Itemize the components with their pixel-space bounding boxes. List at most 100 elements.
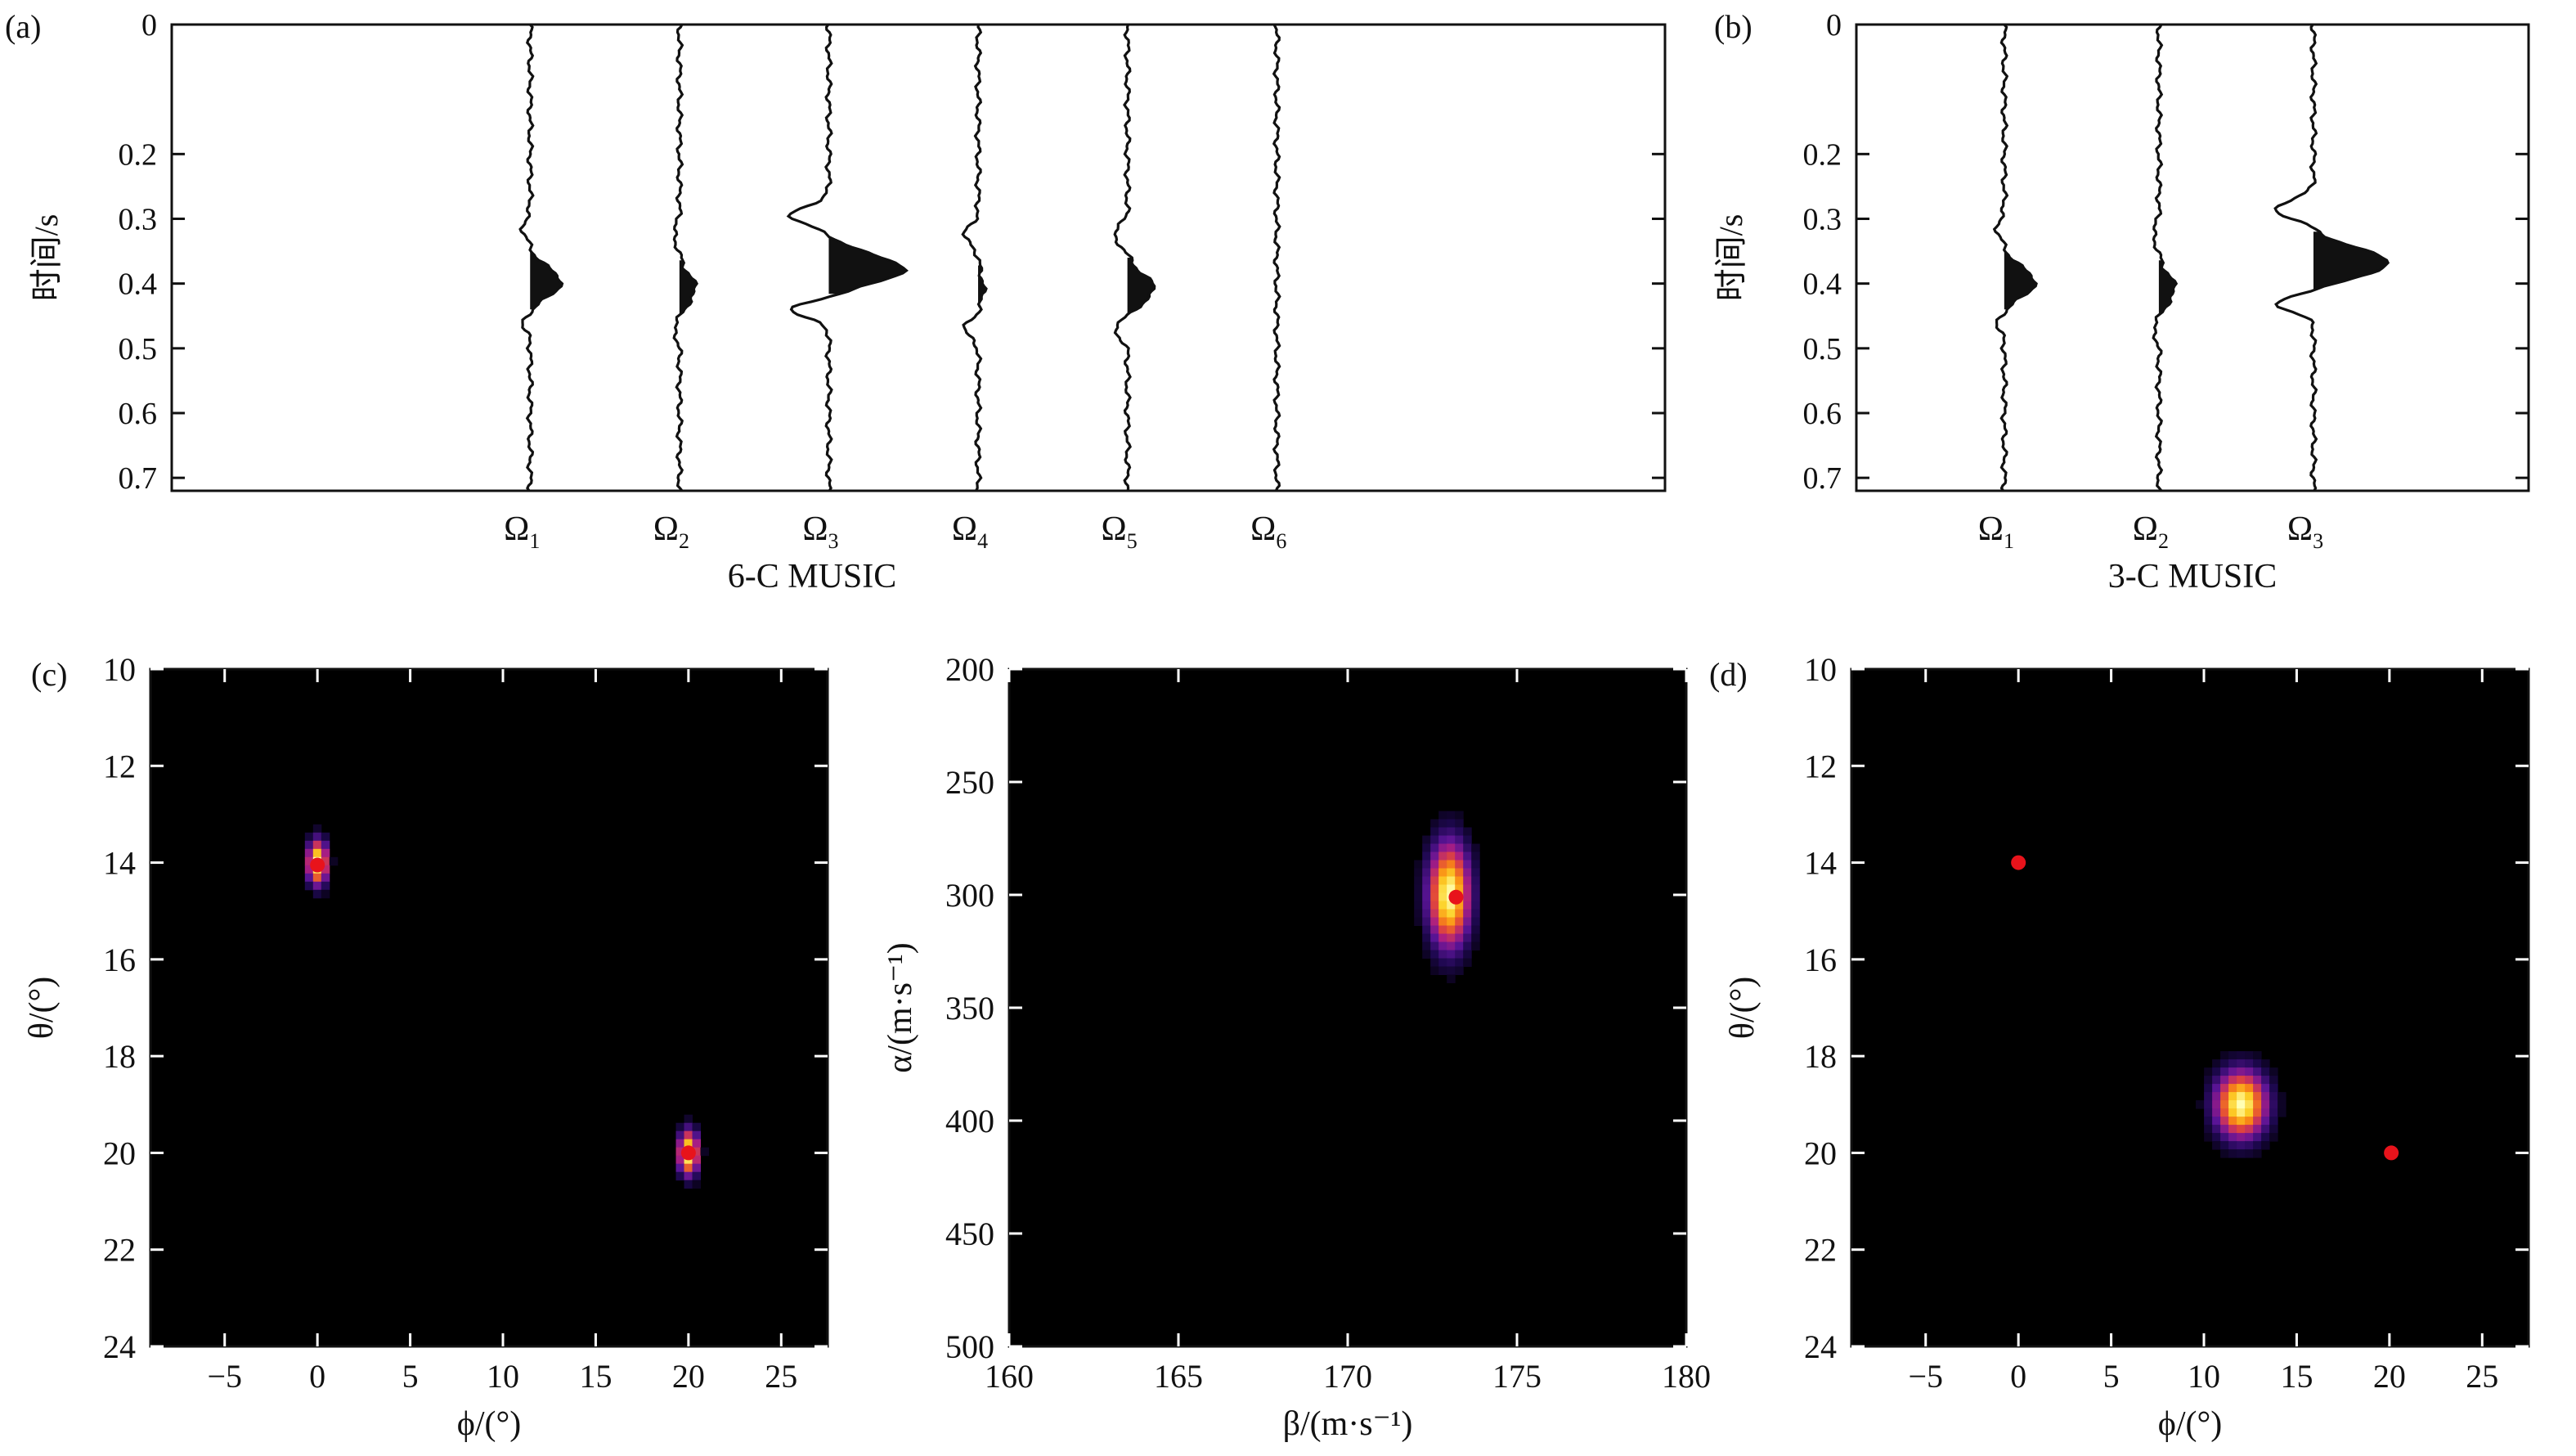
heatmap-cell xyxy=(1438,852,1447,861)
heatmap-cell xyxy=(304,856,314,866)
heatmap-cell xyxy=(2204,1117,2213,1126)
true-source-marker xyxy=(2384,1145,2399,1161)
heatmap-cell xyxy=(304,881,314,891)
heatmap-cell xyxy=(2220,1125,2229,1134)
heatmap-cell xyxy=(2261,1125,2270,1134)
panel-label-d: (d) xyxy=(1709,656,1748,693)
heatmap-cell xyxy=(2204,1067,2213,1076)
heatmap-cell xyxy=(1463,909,1472,918)
y-tick-label: 350 xyxy=(945,990,994,1027)
heatmap-cell xyxy=(1471,892,1480,901)
heatmap-cell xyxy=(2220,1059,2229,1068)
heatmap-cell xyxy=(1455,811,1464,820)
heatmap-cell xyxy=(2245,1092,2254,1101)
heatmap-cell xyxy=(2245,1100,2254,1109)
heatmap-cell xyxy=(2253,1117,2262,1126)
y-tick-label: 0.7 xyxy=(119,461,158,496)
heatmap-cell xyxy=(2245,1051,2254,1060)
heatmap-cell xyxy=(2278,1100,2287,1109)
heatmap-cell xyxy=(1414,884,1423,893)
heatmap-cell xyxy=(1471,917,1480,926)
heatmap-cell xyxy=(1447,901,1456,910)
heatmap-cell xyxy=(1455,925,1464,934)
heatmap-cell xyxy=(2245,1125,2254,1134)
heatmap-cell xyxy=(675,1171,684,1181)
x-tick-label: 0 xyxy=(309,1358,325,1395)
heatmap-cell xyxy=(2269,1092,2278,1101)
heatmap-cell xyxy=(1438,966,1447,975)
heatmap-cell xyxy=(1447,958,1456,967)
heatmap-cell xyxy=(2204,1092,2213,1101)
heatmap-cell xyxy=(2269,1100,2278,1109)
y-tick-label: 14 xyxy=(103,845,136,882)
heatmap-cell xyxy=(2237,1108,2246,1117)
heatmap-cell xyxy=(2253,1141,2262,1150)
heatmap-cell xyxy=(2261,1117,2270,1126)
heatmap-cell xyxy=(684,1180,693,1189)
heatmap-cell xyxy=(1430,941,1439,950)
heatmap-cell xyxy=(684,1139,693,1148)
heatmap-cell xyxy=(2278,1108,2287,1117)
heatmap-cell xyxy=(1422,852,1431,861)
heatmap-cell xyxy=(675,1130,684,1140)
heatmap-cell xyxy=(2220,1108,2229,1117)
trace-Ω3 xyxy=(2273,24,2390,492)
heatmap-cell xyxy=(2237,1067,2246,1076)
heatmap-cell xyxy=(2212,1084,2221,1093)
heatmap-cell xyxy=(1430,843,1439,852)
heatmap-cell xyxy=(1438,941,1447,950)
x-tick-label: 180 xyxy=(1662,1358,1711,1395)
y-tick-label: 24 xyxy=(1804,1328,1837,1365)
heatmap-cell xyxy=(2212,1100,2221,1109)
trace-fill-Ω1 xyxy=(2004,249,2037,310)
heatmap-cell xyxy=(675,1147,684,1157)
heatmap-cell xyxy=(2245,1117,2254,1126)
heatmap-cell xyxy=(1463,860,1472,869)
heatmap-cell xyxy=(2228,1067,2237,1076)
heatmap-cell xyxy=(2237,1125,2246,1134)
y-tick-label: 20 xyxy=(1804,1135,1837,1171)
x-category-label: Ω1 xyxy=(504,510,540,553)
heatmap-cell xyxy=(1463,901,1472,910)
y-tick-label: 0 xyxy=(141,8,157,43)
heatmap-cell xyxy=(2212,1133,2221,1142)
heatmap-cell xyxy=(1422,860,1431,869)
heatmap-cell xyxy=(684,1171,693,1181)
heatmap-cell xyxy=(2220,1133,2229,1142)
heatmap-cell xyxy=(675,1155,684,1165)
heatmap-cell xyxy=(1430,958,1439,967)
heatmap-cell xyxy=(692,1163,701,1173)
heatmap-cell xyxy=(1463,843,1472,852)
heatmap-cell xyxy=(2237,1076,2246,1085)
heatmap-cell xyxy=(1447,868,1456,877)
heatmap-cell xyxy=(1430,884,1439,893)
x-tick-label: 0 xyxy=(2010,1358,2026,1395)
trace-Ω6 xyxy=(1272,24,1281,492)
heatmap-cell xyxy=(2228,1133,2237,1142)
heatmap-cell xyxy=(2228,1125,2237,1134)
trace-fill-Ω1 xyxy=(530,249,563,310)
heatmap-cell xyxy=(1422,950,1431,959)
x-axis-label: 3-C MUSIC xyxy=(2108,558,2278,595)
heatmap-cell xyxy=(1455,933,1464,942)
heatmap-cell xyxy=(2269,1067,2278,1076)
trace-fill-Ω4 xyxy=(978,265,986,308)
trace-fill-Ω3 xyxy=(828,236,907,294)
heatmap-cell xyxy=(1438,811,1447,820)
heatmap-cell xyxy=(1438,950,1447,959)
heatmap-cell xyxy=(1463,835,1472,844)
y-tick-label: 0.5 xyxy=(1803,332,1842,366)
heatmap-cell xyxy=(2228,1117,2237,1126)
heatmap-cell xyxy=(1447,966,1456,975)
x-tick-label: 25 xyxy=(2466,1358,2498,1395)
heatmap-cell xyxy=(2204,1108,2213,1117)
heatmap-cell xyxy=(1471,909,1480,918)
heatmap-cell xyxy=(692,1171,701,1181)
x-category-label: Ω3 xyxy=(802,510,838,553)
y-tick-label: 0.5 xyxy=(119,332,158,366)
y-tick-label: 0.2 xyxy=(1803,137,1842,172)
x-tick-label: 20 xyxy=(2373,1358,2406,1395)
heatmap-cell xyxy=(1414,876,1423,885)
heatmap-cell xyxy=(2237,1051,2246,1060)
heatmap-cell xyxy=(1463,917,1472,926)
